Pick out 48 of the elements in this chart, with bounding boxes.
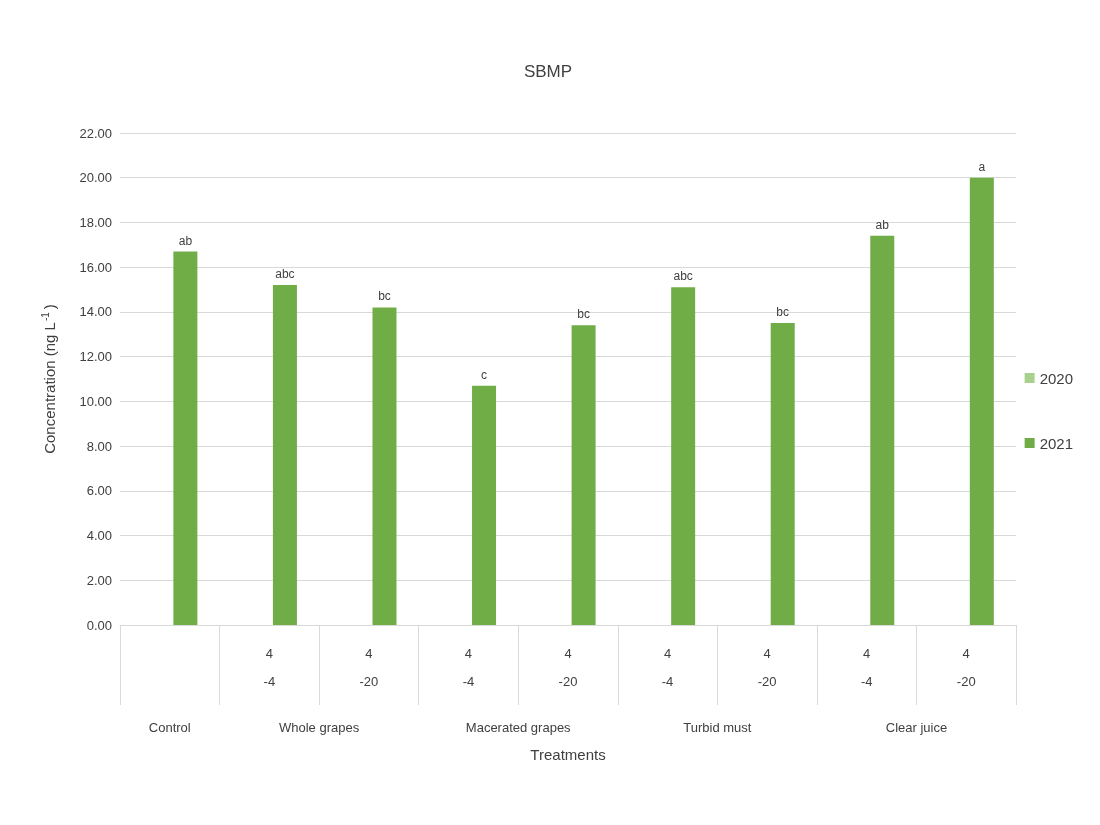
chart-title: SBMP [523,62,573,81]
y-tick-label: 0.00 [86,617,112,633]
bar [671,287,696,625]
x-tick-label: 4 -20 [956,645,976,689]
x-axis-title: Treatments [530,746,606,763]
text: Whole grapes [279,719,360,735]
data-label: bc [378,289,391,304]
y-tick-label: 2.00 [86,572,112,588]
data-label: abc [275,267,295,282]
bar [173,251,198,625]
data-label: c [481,367,488,382]
y-tick-label: 4.00 [86,528,112,544]
bar [870,235,895,625]
data-label: ab [178,233,193,248]
y-tick-label: 14.00 [79,304,112,320]
y-tick-label: 10.00 [79,393,112,409]
x-tick-label: 4 -4 [263,645,276,689]
y-tick-label: 12.00 [79,349,112,365]
y-tick-label: 8.00 [86,438,112,454]
bar [472,385,497,625]
text: Clear juice [885,719,948,735]
legend-label: 2021 [1039,434,1074,452]
bar [272,285,297,625]
x-tick-label: 4 -4 [661,645,674,689]
x-tick-label: 4 -20 [359,645,379,689]
bar [571,325,596,625]
text: Turbid must [683,719,752,735]
x-tick-label: 4 -4 [860,645,873,689]
bar [969,177,994,625]
y-tick-label: 6.00 [86,483,112,499]
legend-label: 2020 [1039,369,1074,387]
data-label: abc [673,269,693,284]
data-label: ab [875,217,890,232]
y-tick-label: 22.00 [79,125,112,141]
bar [770,323,795,625]
data-label: bc [776,305,790,320]
y-tick-label: 20.00 [79,170,112,186]
bar [372,307,397,625]
y-axis-title: Concentration (ng L-1) [39,304,58,454]
text: Control [148,719,191,735]
data-label: a [978,159,986,174]
x-tick-label: 4 -20 [757,645,777,689]
text: Macerated grapes [465,719,572,735]
x-tick-label: 4 -20 [558,645,578,689]
data-label: bc [577,307,590,322]
y-tick-label: 18.00 [79,214,112,230]
y-tick-label: 16.00 [79,259,112,275]
x-tick-label: 4 -4 [462,645,475,689]
